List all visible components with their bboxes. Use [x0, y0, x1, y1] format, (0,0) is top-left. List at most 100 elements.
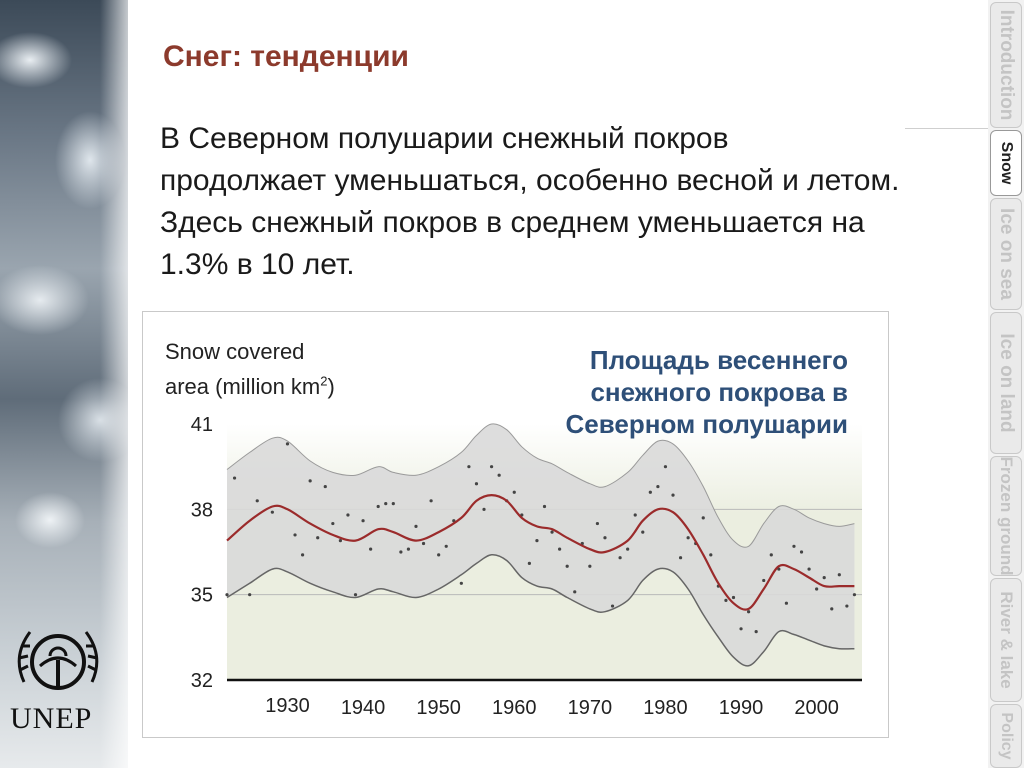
y-axis-label-line1: Snow covered	[165, 339, 305, 364]
x-tick-label: 1950	[416, 697, 461, 719]
data-point	[618, 556, 622, 560]
data-point	[558, 547, 562, 551]
data-point	[293, 533, 297, 537]
data-point	[399, 550, 403, 554]
data-point	[323, 484, 327, 489]
data-point	[845, 604, 849, 608]
data-point	[701, 516, 705, 520]
tab-divider	[905, 128, 989, 129]
data-point	[542, 504, 547, 509]
data-point	[610, 604, 615, 608]
data-point	[338, 539, 342, 543]
data-point	[459, 581, 463, 585]
data-point	[852, 593, 857, 597]
data-point	[830, 607, 834, 611]
x-tick-label: 1960	[492, 697, 537, 719]
data-point	[429, 499, 433, 503]
data-point	[792, 544, 796, 548]
data-point	[497, 473, 501, 477]
data-point	[799, 550, 804, 554]
data-point	[444, 544, 448, 548]
data-point	[512, 490, 516, 494]
x-tick-label: 1970	[568, 697, 613, 719]
tab-frozen-ground[interactable]: Frozen ground	[990, 456, 1022, 576]
uncertainty-band	[227, 423, 855, 666]
trend-line	[226, 493, 855, 611]
slide-title: Снег: тенденции	[163, 40, 409, 73]
data-point	[656, 484, 660, 489]
data-point	[595, 521, 600, 526]
lower-bound-line	[226, 554, 855, 667]
data-point	[361, 519, 365, 523]
data-point	[588, 564, 592, 568]
y-tick-label: 38	[191, 499, 213, 521]
snow-cover-chart: 41 38 35 32 1930 1940 1950 1960 1970 1980 1990 2000	[142, 311, 889, 738]
data-point	[346, 513, 350, 517]
data-point	[527, 561, 531, 565]
y-axis-label-line2: area (million km2)	[165, 374, 335, 400]
data-point	[815, 587, 819, 591]
data-point	[822, 576, 826, 580]
data-point	[482, 507, 486, 511]
data-point	[232, 476, 237, 480]
x-tick-label: 1940	[341, 697, 386, 719]
data-point	[414, 524, 418, 528]
y-tick-label: 32	[191, 670, 213, 692]
data-point	[731, 595, 736, 600]
y-tick-label: 41	[191, 414, 213, 436]
data-point	[489, 465, 494, 469]
data-point	[437, 553, 441, 557]
data-point	[248, 593, 252, 597]
y-axis-label: Snow covered area (million km2)	[165, 337, 335, 402]
data-point	[747, 610, 751, 614]
upper-bound-line	[226, 423, 855, 548]
data-point	[565, 564, 569, 568]
data-point	[762, 578, 766, 583]
data-point	[308, 479, 312, 483]
slide-body-text: В Северном полушарии снежный покров прод…	[160, 122, 900, 281]
unep-logo-text: UNEP	[10, 702, 93, 735]
background-fade	[100, 0, 140, 768]
data-point	[678, 556, 683, 560]
tab-snow[interactable]: Snow	[990, 130, 1022, 196]
data-point	[376, 504, 380, 509]
x-tick-label: 1930	[265, 695, 310, 717]
tab-river-and-lake[interactable]: River & lake	[990, 578, 1022, 702]
data-point	[331, 521, 335, 526]
data-point	[285, 442, 290, 446]
data-point	[739, 627, 743, 631]
data-point	[837, 573, 841, 577]
data-point	[406, 547, 411, 551]
data-point	[369, 547, 373, 551]
y-tick-label: 35	[191, 585, 213, 607]
data-point	[573, 590, 577, 594]
data-point	[300, 553, 305, 557]
x-tick-label: 1980	[643, 697, 688, 719]
data-point	[474, 482, 479, 486]
data-point	[769, 553, 773, 557]
data-point	[225, 593, 229, 597]
data-point	[641, 530, 645, 534]
data-point	[603, 536, 607, 540]
data-point	[709, 553, 713, 557]
unep-laurel-icon	[17, 631, 99, 690]
tab-introduction[interactable]: Introduction	[990, 2, 1022, 128]
data-point	[467, 465, 471, 469]
data-point	[633, 513, 637, 517]
data-point	[535, 539, 539, 543]
data-point	[626, 547, 630, 551]
data-point	[452, 519, 456, 523]
data-point	[316, 536, 320, 540]
data-point	[663, 465, 668, 469]
data-point	[686, 536, 690, 540]
data-point	[754, 630, 758, 634]
section-tabs: Introduction Snow Ice on sea Ice on land…	[988, 0, 1024, 768]
tab-ice-on-land[interactable]: Ice on land	[990, 312, 1022, 454]
data-point	[784, 601, 789, 605]
chart-title: Площадь весеннего снежного покрова в Сев…	[565, 345, 848, 439]
data-point	[550, 530, 554, 534]
tab-ice-on-sea[interactable]: Ice on sea	[990, 198, 1022, 310]
data-point	[353, 593, 358, 597]
data-point	[391, 502, 395, 506]
tab-policy[interactable]: Policy	[990, 704, 1022, 768]
